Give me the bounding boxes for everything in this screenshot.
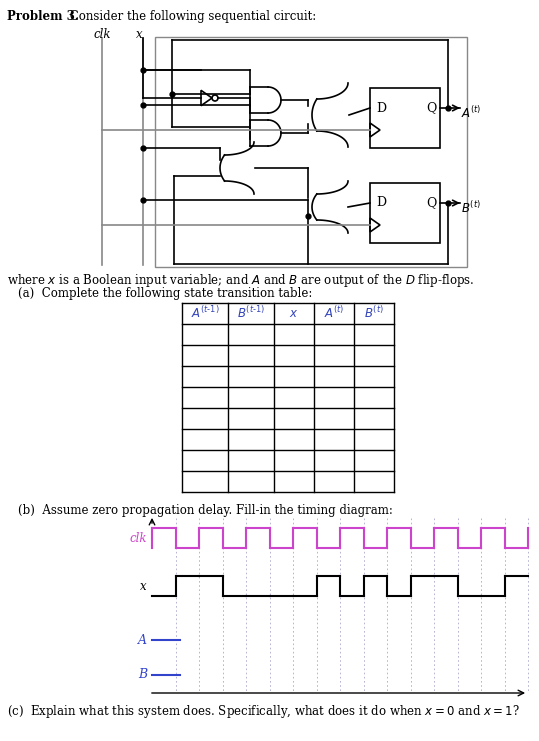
Bar <box>155 37 467 267</box>
Bar <box>370 183 440 243</box>
Text: $A^{(t)}$: $A^{(t)}$ <box>324 305 344 322</box>
Text: x: x <box>140 579 147 593</box>
Text: (b)  Assume zero propagation delay. Fill-in the timing diagram:: (b) Assume zero propagation delay. Fill-… <box>18 504 393 517</box>
Text: (c)  Explain what this system does. Specifically, what does it do when $x = 0$ a: (c) Explain what this system does. Speci… <box>7 703 520 720</box>
Text: D: D <box>376 196 386 210</box>
Text: $B^{(t)}$: $B^{(t)}$ <box>364 305 384 322</box>
Text: A: A <box>138 634 147 646</box>
Text: $A^{(t\text{-}1)}$: $A^{(t\text{-}1)}$ <box>191 305 219 322</box>
Text: Q: Q <box>426 102 437 115</box>
Text: (a)  Complete the following state transition table:: (a) Complete the following state transit… <box>18 287 313 300</box>
Text: where $x$ is a Boolean input variable; and $A$ and $B$ are output of the $D$ fli: where $x$ is a Boolean input variable; a… <box>7 272 474 289</box>
Text: clk: clk <box>129 531 147 545</box>
Text: $A^{(t)}$: $A^{(t)}$ <box>461 105 481 121</box>
Text: B: B <box>138 668 147 682</box>
Text: $x$: $x$ <box>289 307 299 320</box>
Text: D: D <box>376 102 386 115</box>
Text: $B^{(t)}$: $B^{(t)}$ <box>461 200 481 216</box>
Text: x: x <box>136 28 143 41</box>
Bar <box>370 88 440 148</box>
Text: $B^{(t\text{-}1)}$: $B^{(t\text{-}1)}$ <box>237 305 265 322</box>
Text: clk: clk <box>94 28 112 41</box>
Text: Problem 3.: Problem 3. <box>7 10 79 23</box>
Text: Q: Q <box>426 196 437 210</box>
Text: Consider the following sequential circuit:: Consider the following sequential circui… <box>66 10 316 23</box>
